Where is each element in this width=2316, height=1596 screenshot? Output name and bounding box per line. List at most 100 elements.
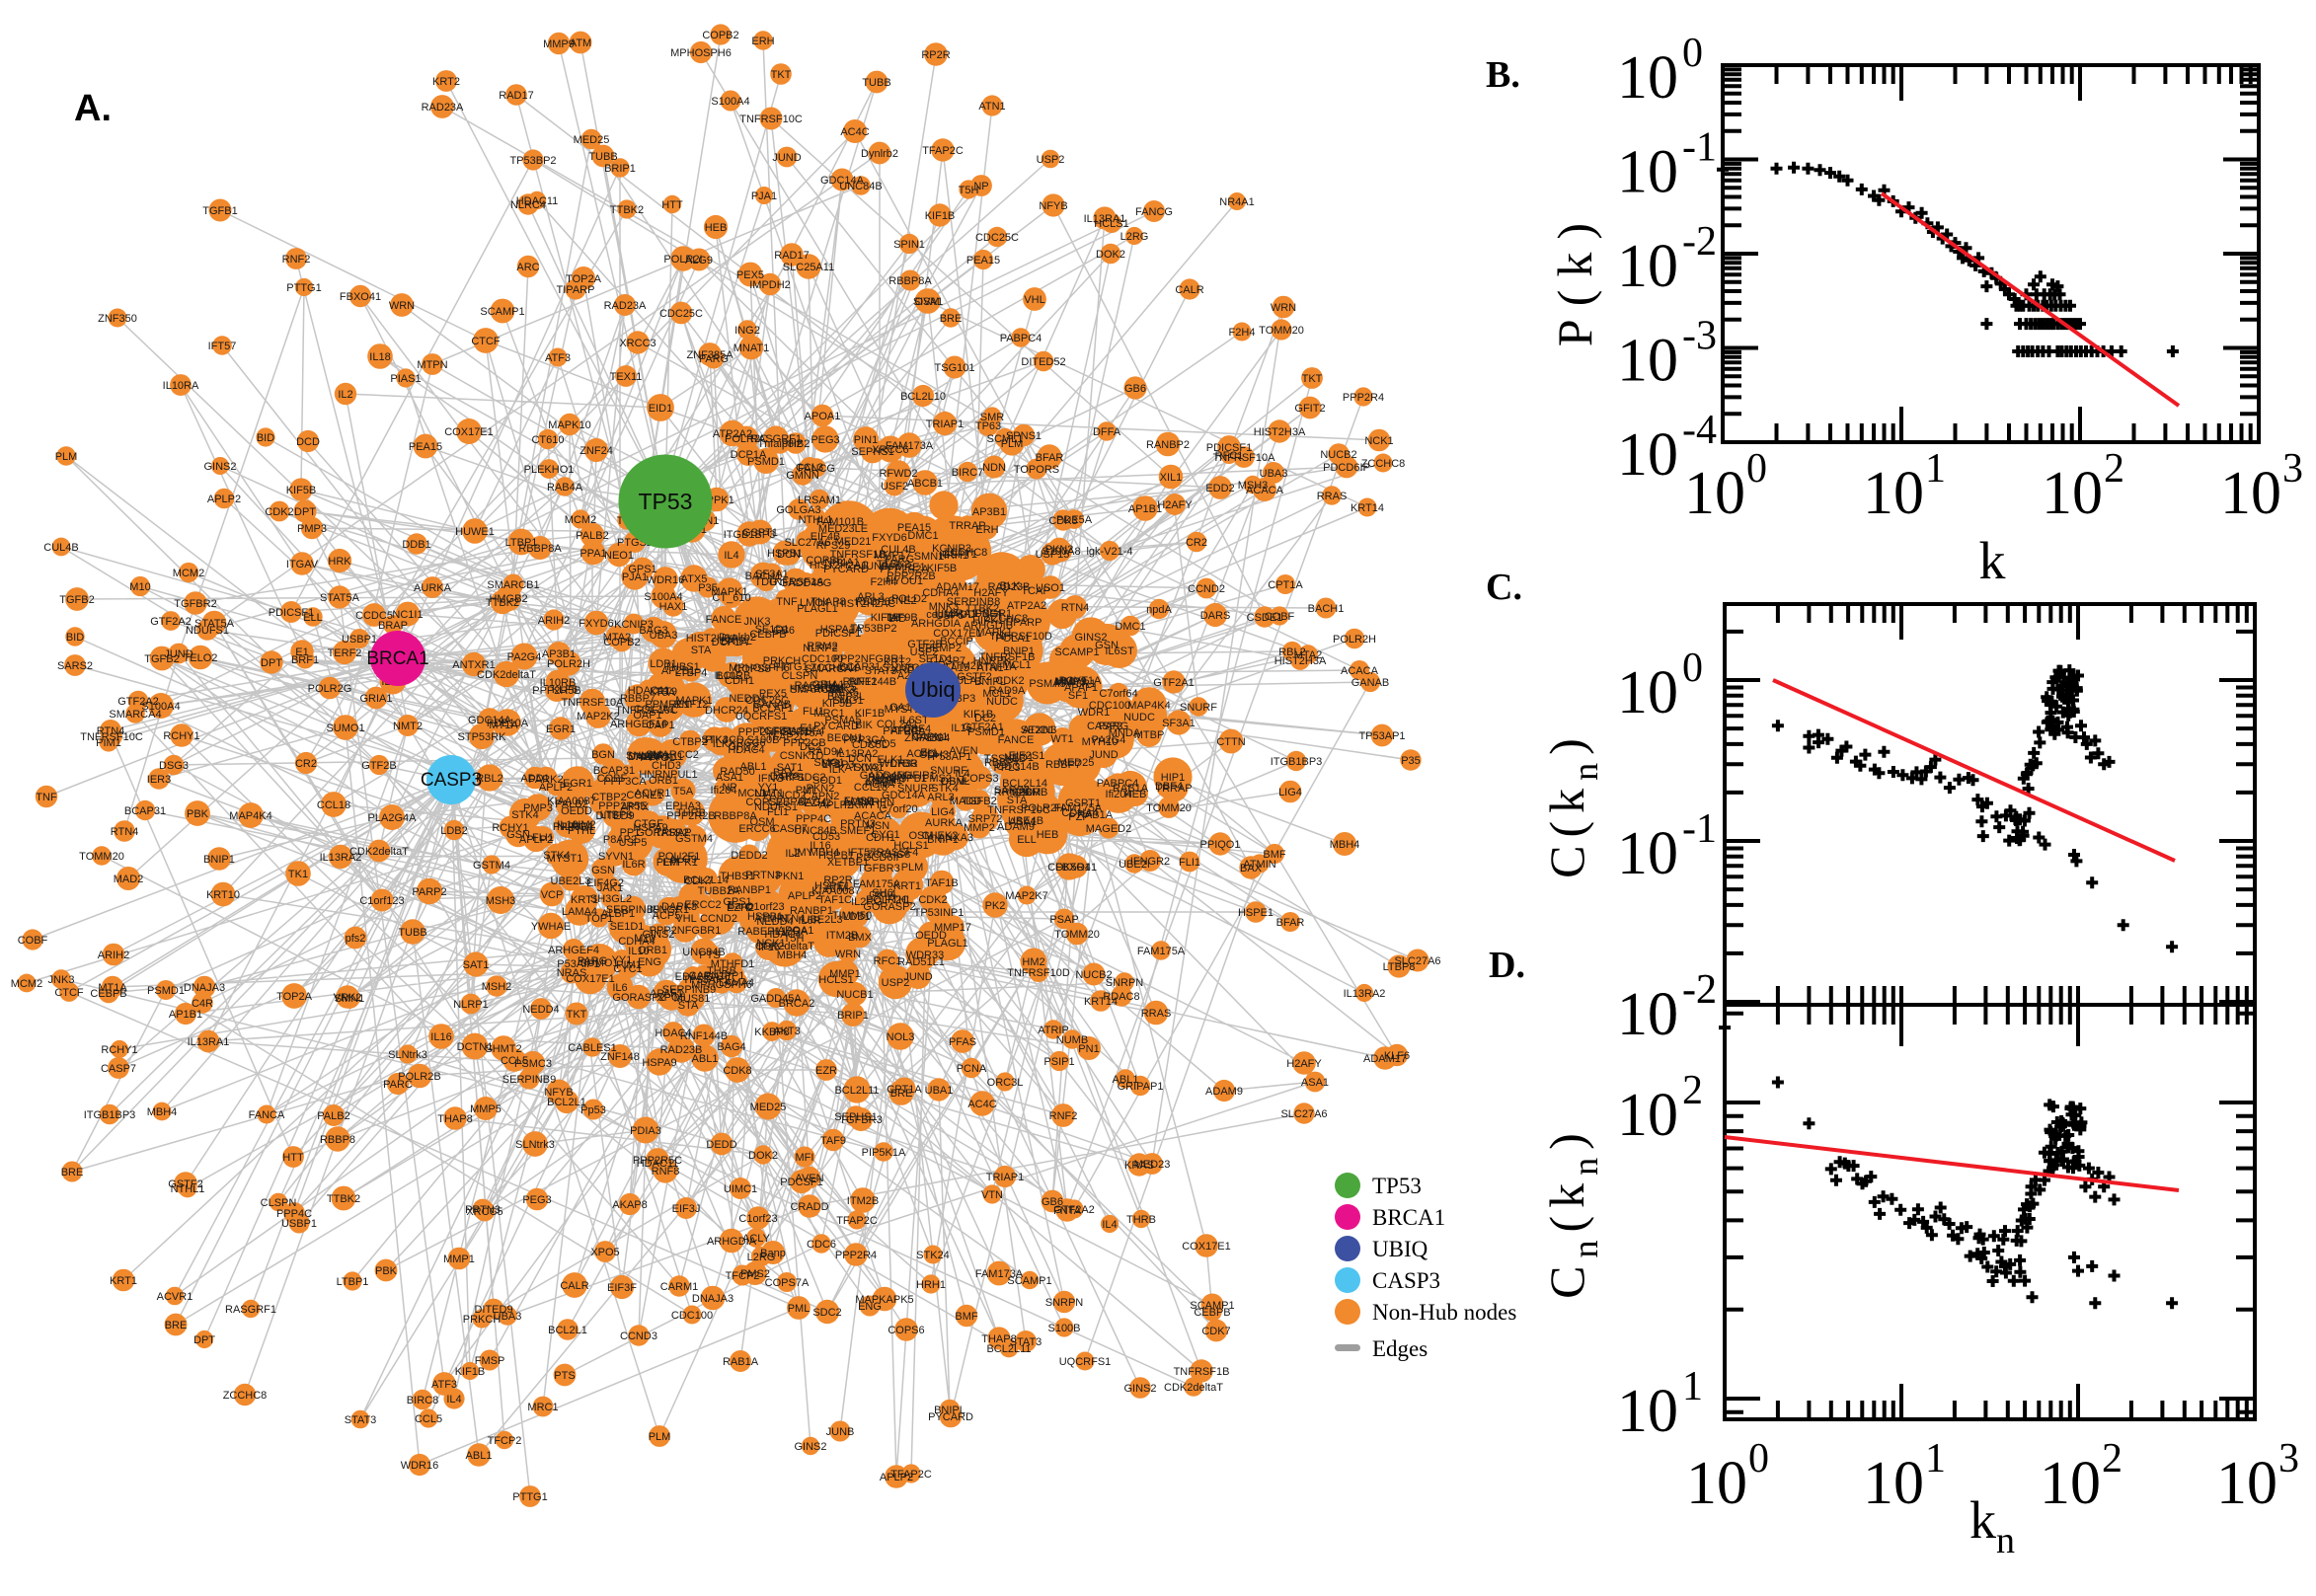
svg-text:pfs2: pfs2: [346, 933, 366, 945]
svg-text:XIL1: XIL1: [1160, 472, 1183, 484]
svg-text:WDR16: WDR16: [401, 1460, 439, 1472]
svg-text:SUMO1: SUMO1: [579, 957, 618, 969]
svg-text:LIG4: LIG4: [1278, 787, 1302, 798]
svg-text:TOMM20: TOMM20: [79, 851, 124, 863]
svg-text:3: 3: [2282, 446, 2303, 492]
svg-text:COPS6: COPS6: [888, 1325, 924, 1336]
svg-text:GSTM4: GSTM4: [473, 860, 510, 872]
svg-text:HUWE1: HUWE1: [455, 526, 495, 538]
svg-text:0: 0: [1682, 31, 1703, 76]
svg-text:SMARCA4: SMARCA4: [109, 709, 161, 721]
svg-text:COX17E1: COX17E1: [444, 426, 494, 438]
svg-text:KIF1B: KIF1B: [925, 210, 956, 222]
svg-text:10: 10: [1617, 421, 1678, 489]
svg-text:KIF5B: KIF5B: [927, 563, 958, 574]
svg-text:IER3: IER3: [147, 774, 171, 786]
svg-text:MBH4: MBH4: [1330, 839, 1360, 851]
svg-text:CCND2: CCND2: [1188, 583, 1225, 595]
svg-text:Dynlrb2: Dynlrb2: [861, 148, 898, 160]
svg-text:COBF: COBF: [1265, 611, 1295, 623]
svg-text:ATF3: ATF3: [545, 352, 571, 364]
svg-text:KIF1B: KIF1B: [855, 708, 886, 720]
svg-text:PIP5K1A: PIP5K1A: [862, 1147, 906, 1159]
svg-text:P(k): P(k): [1547, 210, 1602, 346]
svg-text:Banp: Banp: [760, 1248, 786, 1259]
svg-text:FLI1: FLI1: [767, 806, 789, 818]
svg-text:TTBK2: TTBK2: [486, 597, 519, 609]
svg-text:OAP1: OAP1: [633, 710, 661, 722]
svg-text:XPO5: XPO5: [590, 1247, 619, 1258]
svg-text:1: 1: [1682, 1364, 1703, 1409]
svg-text:10: 10: [1617, 659, 1678, 726]
svg-text:CDK2deltaT: CDK2deltaT: [1164, 1382, 1223, 1394]
svg-text:PALB2: PALB2: [555, 798, 587, 810]
svg-text:TTBK2: TTBK2: [610, 204, 644, 216]
svg-text:IL10RB: IL10RB: [1012, 787, 1048, 798]
svg-text:SHMT2: SHMT2: [485, 1043, 521, 1055]
svg-text:TTBK2: TTBK2: [965, 603, 999, 615]
svg-text:UBA1: UBA1: [925, 1085, 954, 1097]
svg-text:EID1: EID1: [649, 403, 672, 415]
svg-text:CDC100: CDC100: [802, 653, 843, 665]
svg-text:ITGB1BP3: ITGB1BP3: [724, 529, 776, 541]
svg-text:FAM173A: FAM173A: [886, 440, 934, 452]
svg-text:KIAA0087: KIAA0087: [811, 885, 861, 897]
svg-text:ITGB1BP3: ITGB1BP3: [84, 1109, 136, 1121]
svg-text:RTN4: RTN4: [111, 826, 139, 838]
svg-text:PJA1: PJA1: [622, 571, 648, 583]
svg-text:BRF1: BRF1: [291, 654, 319, 666]
svg-text:PMP3: PMP3: [297, 523, 327, 535]
svg-text:TP53: TP53: [1372, 1174, 1422, 1198]
svg-text:WRN: WRN: [389, 300, 415, 312]
svg-text:NMT2: NMT2: [393, 721, 423, 732]
svg-text:PDCSF1: PDCSF1: [780, 1177, 822, 1188]
svg-text:DOK2: DOK2: [1096, 249, 1125, 261]
svg-text:DNAJA3: DNAJA3: [628, 751, 669, 763]
svg-text:CARM1: CARM1: [660, 1281, 699, 1293]
svg-text:DFFA: DFFA: [1093, 426, 1121, 438]
svg-text:PPP2R5B: PPP2R5B: [532, 685, 581, 697]
svg-text:Pp53: Pp53: [580, 1104, 606, 1116]
svg-text:PBK: PBK: [375, 1265, 398, 1277]
svg-text:ERH: ERH: [975, 524, 998, 536]
svg-text:COX17E1: COX17E1: [1182, 1241, 1231, 1253]
svg-text:TGFB2: TGFB2: [144, 653, 179, 665]
svg-text:TP53BP2: TP53BP2: [509, 155, 556, 167]
svg-text:GSN: GSN: [591, 865, 615, 876]
svg-text:PSMD1: PSMD1: [747, 456, 785, 468]
svg-text:GANAB: GANAB: [1351, 677, 1390, 689]
svg-text:WRN: WRN: [1271, 302, 1296, 314]
svg-text:MCL1: MCL1: [737, 788, 766, 799]
svg-text:HCLS1: HCLS1: [818, 974, 853, 986]
svg-text:NEO1: NEO1: [604, 550, 634, 562]
svg-text:HRH1: HRH1: [916, 1279, 946, 1291]
svg-text:10: 10: [1617, 233, 1678, 300]
svg-text:PPP4C: PPP4C: [276, 1208, 312, 1220]
svg-text:NEO1: NEO1: [1004, 752, 1034, 764]
svg-text:PARG: PARG: [699, 353, 729, 365]
svg-text:ATRIP: ATRIP: [1038, 1025, 1069, 1036]
svg-text:BRCA1: BRCA1: [1372, 1205, 1445, 1230]
svg-text:TFAP2C: TFAP2C: [922, 145, 964, 157]
svg-text:3: 3: [2278, 1436, 2299, 1482]
svg-text:PLM: PLM: [55, 451, 78, 463]
svg-text:NTHL1: NTHL1: [171, 1183, 205, 1195]
svg-text:PPIQO1: PPIQO1: [1200, 839, 1241, 851]
svg-text:CALR: CALR: [1175, 284, 1203, 296]
svg-text:CDH1: CDH1: [725, 675, 754, 687]
svg-text:10: 10: [1617, 328, 1678, 395]
svg-text:VTN: VTN: [981, 1189, 1003, 1201]
svg-text:CDK2deltaT: CDK2deltaT: [755, 941, 814, 952]
svg-text:-1: -1: [1682, 125, 1717, 171]
svg-text:NCK1: NCK1: [1364, 435, 1393, 447]
svg-text:RASGRF1: RASGRF1: [225, 1304, 276, 1316]
svg-text:STAT5A: STAT5A: [320, 592, 360, 604]
svg-text:RAD23A: RAD23A: [422, 102, 464, 114]
svg-text:S100A4: S100A4: [711, 96, 749, 108]
svg-text:GFIT2: GFIT2: [1294, 403, 1325, 415]
svg-text:KRAS: KRAS: [1124, 1160, 1154, 1172]
svg-text:BCL2L11: BCL2L11: [834, 1085, 879, 1097]
svg-text:KRT1: KRT1: [571, 894, 598, 906]
svg-text:STK4: STK4: [701, 734, 729, 746]
svg-text:KIF1B: KIF1B: [455, 1366, 486, 1378]
